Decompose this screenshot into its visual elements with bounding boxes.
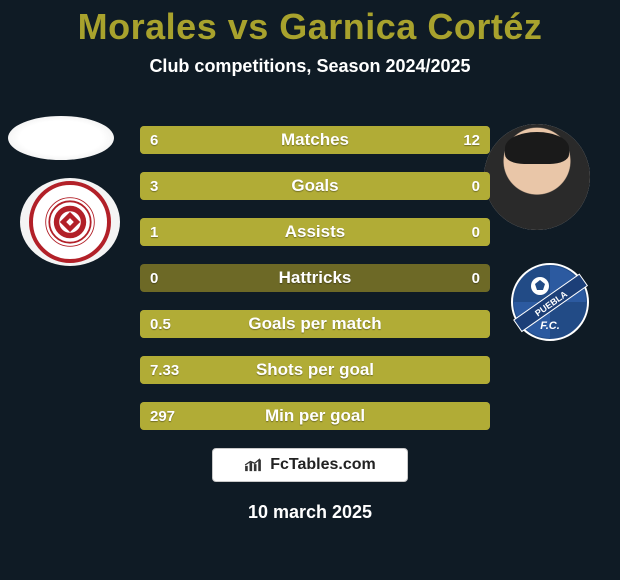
player-face-icon: [484, 124, 590, 230]
comparison-card: Morales vs Garnica Cortéz Club competiti…: [0, 0, 620, 580]
club-left-crest: [20, 178, 120, 266]
stat-label: Shots per goal: [140, 356, 490, 384]
toluca-crest-icon: [29, 181, 111, 263]
stat-row: 7.33Shots per goal: [140, 356, 490, 384]
toluca-inner-icon: [43, 195, 97, 249]
stat-label: Min per goal: [140, 402, 490, 430]
date-text: 10 march 2025: [0, 502, 620, 523]
stat-label: Goals per match: [140, 310, 490, 338]
stat-row: 10Assists: [140, 218, 490, 246]
stat-label: Goals: [140, 172, 490, 200]
stat-label: Matches: [140, 126, 490, 154]
stat-row: 612Matches: [140, 126, 490, 154]
stat-row: 297Min per goal: [140, 402, 490, 430]
stat-row: 30Goals: [140, 172, 490, 200]
puebla-crest-icon: PUEBLA F.C.: [510, 262, 590, 342]
club-right-crest: PUEBLA F.C.: [508, 260, 592, 344]
page-title: Morales vs Garnica Cortéz: [0, 6, 620, 48]
brand-text: FcTables.com: [270, 456, 376, 474]
player-right-avatar: [484, 124, 590, 230]
player-left-avatar: [8, 116, 114, 160]
svg-text:F.C.: F.C.: [540, 320, 560, 332]
stat-row: 00Hattricks: [140, 264, 490, 292]
brand-link[interactable]: FcTables.com: [212, 448, 408, 482]
stat-row: 0.5Goals per match: [140, 310, 490, 338]
stat-label: Assists: [140, 218, 490, 246]
stats-panel: 612Matches 30Goals 10Assists 00Hattricks 0.5…: [140, 126, 490, 448]
stat-label: Hattricks: [140, 264, 490, 292]
page-subtitle: Club competitions, Season 2024/2025: [0, 56, 620, 77]
bar-chart-icon: [244, 458, 262, 472]
